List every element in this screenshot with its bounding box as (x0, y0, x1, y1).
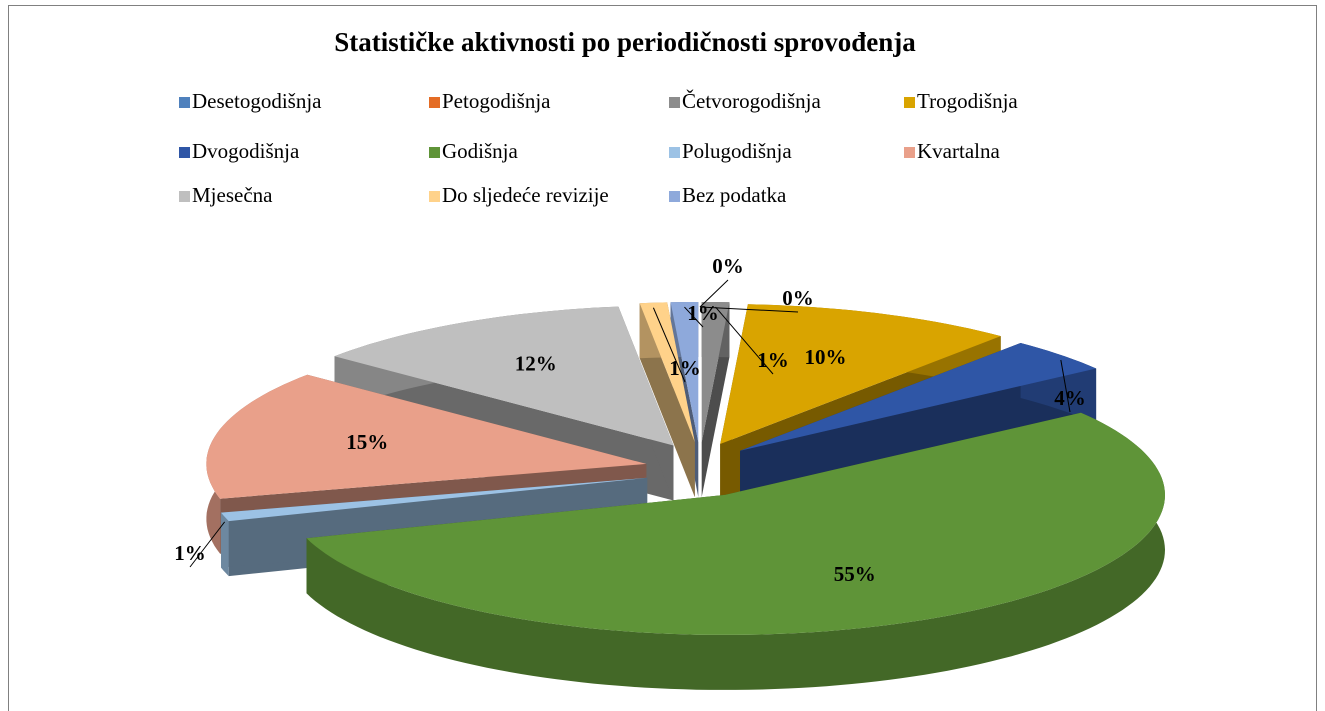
legend-swatch (669, 97, 680, 108)
legend-label: Trogodišnja (917, 89, 1018, 113)
data-label: 1% (757, 348, 789, 372)
legend-label: Kvartalna (917, 139, 1000, 163)
legend-label: Godišnja (442, 139, 519, 163)
slice-top (306, 412, 1165, 635)
leader-line (189, 521, 226, 568)
leader-line (684, 306, 704, 328)
slice-top (334, 306, 674, 446)
legend-label: Četvorogodišnja (682, 89, 821, 113)
legend-swatch (179, 97, 190, 108)
slice (306, 412, 1165, 690)
slice-top (701, 302, 730, 442)
legend-label: Desetogodišnja (192, 89, 322, 113)
legend-swatch (904, 147, 915, 158)
legend-label: Dvogodišnja (192, 139, 300, 163)
slice (639, 302, 695, 498)
slice-top (670, 302, 699, 442)
data-label: 1% (669, 356, 701, 380)
data-label: 15% (346, 430, 388, 454)
legend-label: Do sljedeće revizije (442, 183, 609, 207)
legend-swatch (429, 191, 440, 202)
legend-swatch (179, 191, 190, 202)
leader-line (1060, 359, 1071, 413)
legend-label: Mjesečna (192, 183, 273, 207)
legend-label: Polugodišnja (682, 139, 792, 163)
data-label: 12% (515, 352, 557, 376)
legend-swatch (429, 147, 440, 158)
data-label: 0% (782, 286, 814, 310)
data-label: 4% (1054, 386, 1086, 410)
slice-side (306, 412, 1165, 690)
leader-line (652, 307, 686, 383)
data-label: 1% (687, 301, 719, 325)
slice-top (639, 302, 695, 443)
chart-title: Statističke aktivnosti po periodičnosti … (334, 27, 916, 57)
data-label: 55% (834, 562, 876, 586)
slice (701, 302, 730, 497)
leader-line (715, 306, 774, 375)
legend-label: Petogodišnja (442, 89, 551, 113)
legend-swatch (429, 97, 440, 108)
slice-top (740, 343, 1097, 451)
legend-swatch (669, 191, 680, 202)
slice-side (221, 512, 229, 577)
legend-label: Bez podatka (682, 183, 787, 207)
legend-swatch (669, 147, 680, 158)
legend-swatch (904, 97, 915, 108)
slice-top (720, 304, 1001, 444)
data-label: 10% (805, 345, 847, 369)
legend-swatch (179, 147, 190, 158)
data-label: 1% (174, 541, 206, 565)
slice-top (206, 374, 647, 499)
leader-line (699, 279, 729, 308)
data-label: 0% (712, 254, 744, 278)
slice-top (221, 477, 648, 522)
